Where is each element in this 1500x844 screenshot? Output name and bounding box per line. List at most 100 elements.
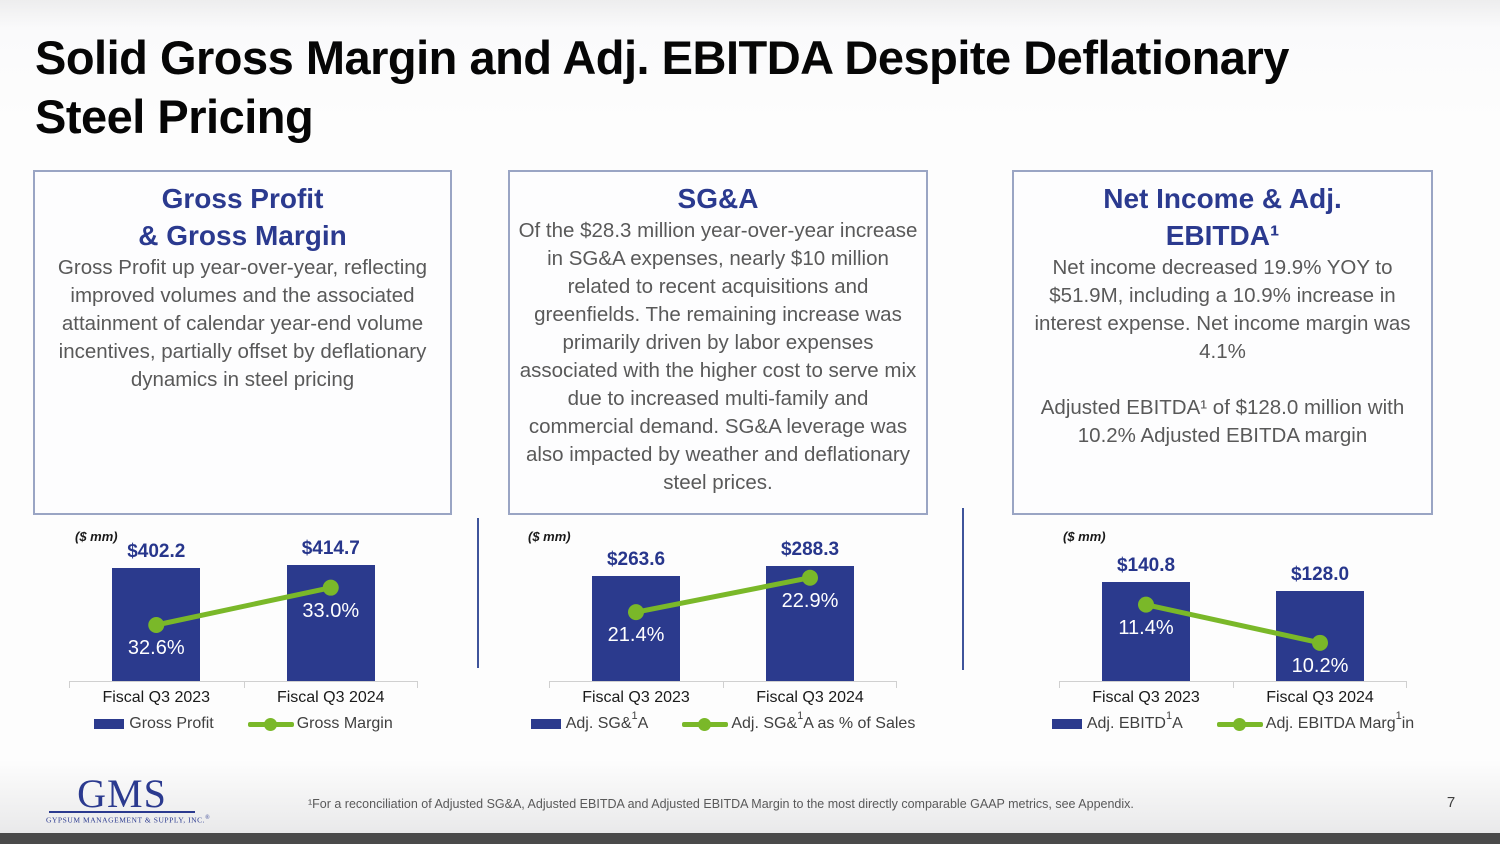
callout-net-income-ebitda: Net Income & Adj. EBITDA¹ Net income dec… — [1012, 170, 1433, 515]
legend-label: Adj. EBITDA Marg1in — [1265, 710, 1415, 733]
category-label: Fiscal Q3 2024 — [1266, 689, 1374, 706]
legend-label: Gross Profit — [129, 715, 213, 733]
x-axis-tick — [69, 681, 70, 688]
callout-body: Of the $28.3 million year-over-year incr… — [518, 219, 918, 494]
legend-line-dot — [1232, 717, 1246, 731]
category-label: Fiscal Q3 2024 — [276, 689, 385, 706]
chart-adj-ebitda: ($ mm) $140.8 Fiscal Q3 2023 $128.0 Fiscal Q… — [1051, 525, 1414, 740]
margin-line-chart — [1138, 596, 1328, 651]
bar-value-label: $263.6 — [606, 549, 666, 570]
legend-label-text: Adj. SG& — [565, 715, 632, 732]
paragraph-gap — [1022, 366, 1423, 394]
legend-bar-item: Adj. EBITD1A — [1051, 710, 1183, 733]
pct-label: 10.2% — [1291, 654, 1349, 677]
callout-title: SG&A — [518, 180, 918, 217]
pct-label: 33.0% — [302, 599, 360, 622]
gms-logo: GMS GYPSUM MANAGEMENT & SUPPLY, INC.® — [46, 771, 210, 825]
legend-bar-swatch — [1051, 719, 1082, 729]
legend-line-item: Gross Margin — [247, 715, 393, 733]
margin-point — [1312, 634, 1328, 651]
legend-label: Adj. EBITD1A — [1086, 710, 1183, 733]
margin-point — [802, 569, 818, 586]
callout-title-line: EBITDA¹ — [1165, 220, 1280, 251]
footnote-marker: 1 — [631, 710, 638, 722]
margin-point — [628, 604, 644, 621]
callout-title-line: & Gross Margin — [138, 220, 347, 251]
legend-line-icon — [1216, 717, 1263, 731]
footnote-marker: 1 — [1165, 710, 1173, 722]
legend-bar-item: Gross Profit — [94, 715, 214, 733]
callout-title-line: Gross Profit — [161, 183, 324, 214]
pct-label: 32.6% — [127, 637, 185, 659]
category-label: Fiscal Q3 2023 — [1092, 689, 1200, 706]
chart-legend: Gross Profit Gross Margin — [69, 715, 418, 733]
units-label: ($ mm) — [75, 529, 118, 544]
units-label: ($ mm) — [528, 529, 571, 544]
margin-line — [635, 575, 811, 615]
pct-label: 22.9% — [781, 589, 839, 612]
legend-bar-swatch — [530, 719, 561, 729]
gms-logo-rule — [49, 811, 195, 813]
legend-line-icon — [247, 717, 294, 731]
legend-label-text: A as % of Sales — [803, 715, 916, 732]
units-label: ($ mm) — [1063, 529, 1106, 544]
x-axis-tick — [723, 681, 724, 688]
legend-line-icon — [682, 717, 729, 731]
legend-label-text: Gross Margin — [296, 715, 393, 732]
category-label: Fiscal Q3 2023 — [582, 689, 690, 706]
x-axis-tick — [1233, 681, 1234, 688]
legend-label-text: in — [1401, 715, 1415, 732]
gms-logo-subtitle-text: GYPSUM MANAGEMENT & SUPPLY, INC. — [46, 815, 206, 825]
bar-value-label: $128.0 — [1290, 564, 1350, 585]
x-axis-tick — [1406, 681, 1407, 688]
chart-gross-profit: ($ mm) $402.2 Fiscal Q3 2023 $414.7 Fiscal Q… — [69, 525, 418, 740]
legend-line-item: Adj. SG&1A as % of Sales — [682, 710, 916, 733]
footnote-marker: 1 — [1395, 710, 1402, 722]
margin-line — [155, 585, 332, 628]
registered-mark: ® — [205, 815, 211, 821]
category-label: Fiscal Q3 2024 — [756, 689, 864, 706]
footnote: ¹For a reconciliation of Adjusted SG&A, … — [308, 797, 1134, 811]
chart-legend: Adj. EBITD1A Adj. EBITDA Marg1in — [1051, 710, 1414, 733]
slide-title: Solid Gross Margin and Adj. EBITDA Despi… — [35, 28, 1465, 146]
legend-line-dot — [263, 717, 277, 731]
margin-line-chart — [148, 579, 339, 633]
legend-label-text: A — [1172, 715, 1183, 732]
gms-logo-word: GMS — [77, 771, 167, 816]
legend-label: Gross Margin — [297, 715, 393, 733]
legend-bar-swatch — [94, 719, 125, 729]
callout-body: Adjusted EBITDA¹ of $128.0 million with … — [1040, 396, 1405, 447]
slide-title-line-2: Steel Pricing — [35, 90, 314, 143]
callout-title-line: SG&A — [677, 183, 759, 214]
chart-legend: Adj. SG&1A Adj. SG&1A as % of Sales — [530, 710, 915, 733]
callout-title-line: Net Income & Adj. — [1103, 183, 1342, 214]
x-axis-tick — [243, 681, 245, 688]
callout-title: Gross Profit & Gross Margin — [43, 180, 442, 254]
section-divider — [477, 518, 479, 668]
x-axis-tick — [417, 681, 418, 688]
bar-value-label: $402.2 — [127, 541, 186, 562]
bar — [592, 576, 680, 681]
callout-body: Gross Profit up year-over-year, reflecti… — [57, 256, 428, 391]
legend-label-text: A — [637, 715, 649, 732]
page-number: 7 — [1446, 794, 1456, 811]
legend-line-dot — [698, 717, 712, 731]
margin-point — [322, 579, 339, 596]
pct-label: 21.4% — [607, 624, 665, 647]
bar-value-label: $414.7 — [301, 538, 360, 559]
bottom-bar — [0, 833, 1500, 844]
section-divider — [962, 508, 964, 670]
legend-label-text: Adj. EBITDA Marg — [1265, 715, 1396, 732]
chart-adj-sga: ($ mm) $263.6 Fiscal Q3 2023 $288.3 Fiscal Q… — [528, 525, 915, 740]
callout-sga: SG&A Of the $28.3 million year-over-year… — [508, 170, 928, 515]
legend-bar-item: Adj. SG&1A — [530, 710, 649, 733]
footnote-marker: 1 — [797, 710, 804, 722]
x-axis-tick — [896, 681, 897, 688]
legend-label-text: Adj. EBITD — [1086, 715, 1166, 732]
bar-value-label: $288.3 — [780, 539, 840, 560]
legend-label-text: Adj. SG& — [731, 715, 798, 732]
x-axis-tick — [549, 681, 550, 688]
margin-line — [1145, 602, 1321, 646]
pct-label: 11.4% — [1118, 616, 1174, 639]
